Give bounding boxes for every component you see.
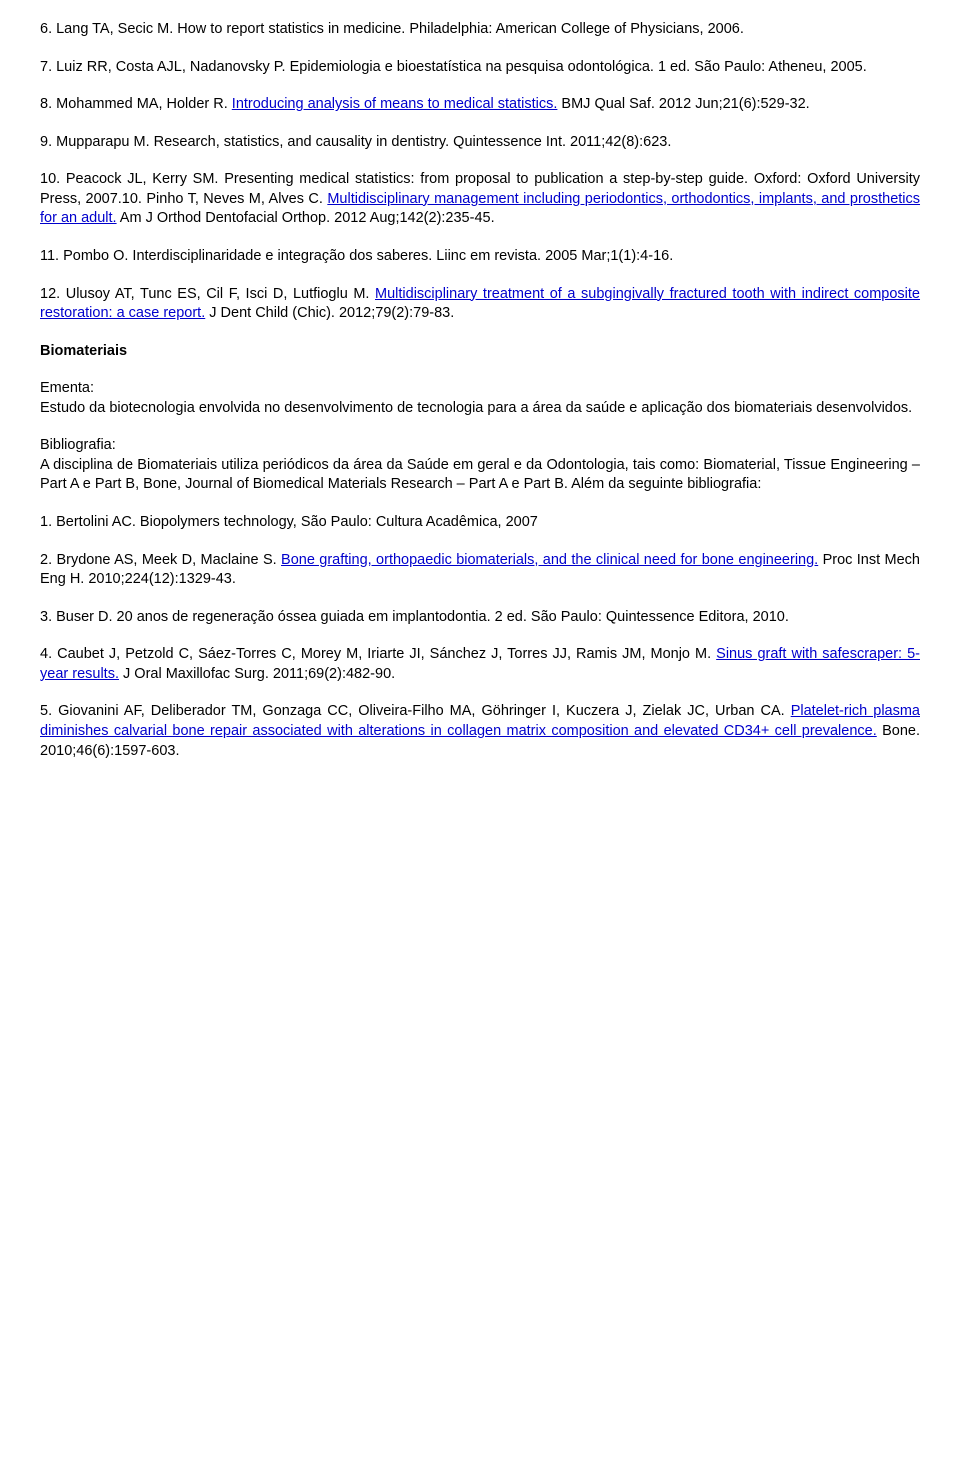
reference-6: 6. Lang TA, Secic M. How to report stati… — [40, 20, 920, 40]
bref-2: 2. Brydone AS, Meek D, Maclaine S. Bone … — [40, 551, 920, 590]
bref-5-pre: 5. Giovanini AF, Deliberador TM, Gonzaga… — [40, 703, 791, 719]
reference-7: 7. Luiz RR, Costa AJL, Nadanovsky P. Epi… — [40, 58, 920, 78]
bref-4: 4. Caubet J, Petzold C, Sáez-Torres C, M… — [40, 645, 920, 684]
bibliografia-block: Bibliografia: A disciplina de Biomateria… — [40, 436, 920, 495]
bibliografia-intro: A disciplina de Biomateriais utiliza per… — [40, 457, 920, 493]
reference-11: 11. Pombo O. Interdisciplinaridade e int… — [40, 247, 920, 267]
bref-3: 3. Buser D. 20 anos de regeneração óssea… — [40, 608, 920, 628]
bref-1: 1. Bertolini AC. Biopolymers technology,… — [40, 513, 920, 533]
bref-4-pre: 4. Caubet J, Petzold C, Sáez-Torres C, M… — [40, 646, 716, 662]
ref-8-pre: 8. Mohammed MA, Holder R. — [40, 96, 232, 112]
reference-10: 10. Peacock JL, Kerry SM. Presenting med… — [40, 170, 920, 229]
bref-2-pre: 2. Brydone AS, Meek D, Maclaine S. — [40, 552, 281, 568]
section-title-biomateriais: Biomateriais — [40, 342, 920, 362]
ref-8-post: BMJ Qual Saf. 2012 Jun;21(6):529-32. — [557, 96, 809, 112]
ref-8-link[interactable]: Introducing analysis of means to medical… — [232, 96, 558, 112]
ementa-label: Ementa: — [40, 380, 94, 396]
ref-12-pre: 12. Ulusoy AT, Tunc ES, Cil F, Isci D, L… — [40, 286, 375, 302]
reference-8: 8. Mohammed MA, Holder R. Introducing an… — [40, 95, 920, 115]
bref-4-post: J Oral Maxillofac Surg. 2011;69(2):482-9… — [119, 666, 395, 682]
ref-12-post: J Dent Child (Chic). 2012;79(2):79-83. — [205, 305, 454, 321]
ref-10-post: Am J Orthod Dentofacial Orthop. 2012 Aug… — [117, 210, 495, 226]
bibliografia-label: Bibliografia: — [40, 437, 116, 453]
reference-9: 9. Mupparapu M. Research, statistics, an… — [40, 133, 920, 153]
bref-2-link[interactable]: Bone grafting, orthopaedic biomaterials,… — [281, 552, 818, 568]
bref-5: 5. Giovanini AF, Deliberador TM, Gonzaga… — [40, 702, 920, 761]
ementa-block: Ementa: Estudo da biotecnologia envolvid… — [40, 379, 920, 418]
ementa-text: Estudo da biotecnologia envolvida no des… — [40, 400, 912, 416]
reference-12: 12. Ulusoy AT, Tunc ES, Cil F, Isci D, L… — [40, 285, 920, 324]
